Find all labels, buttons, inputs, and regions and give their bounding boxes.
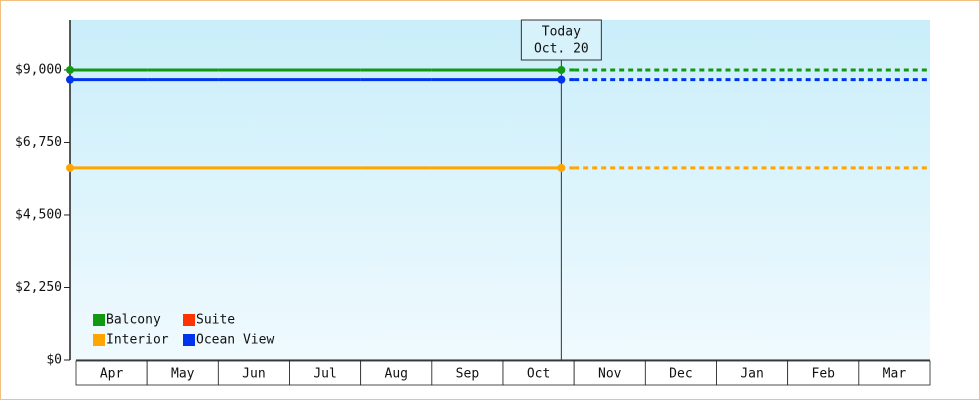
- today-date: Oct. 20: [534, 42, 589, 57]
- legend-label: Ocean View: [196, 333, 274, 348]
- point-marker: [557, 163, 566, 172]
- legend-swatch: [183, 314, 195, 326]
- x-category-cell: [75, 360, 148, 386]
- legend-swatch: [93, 314, 105, 326]
- x-tick-label: Jun: [242, 367, 265, 382]
- point-marker: [557, 75, 566, 84]
- x-tick-label: Oct: [527, 367, 550, 382]
- x-category-cell: [502, 360, 575, 386]
- point-marker: [66, 75, 74, 84]
- legend-swatch: [93, 334, 105, 346]
- x-category-cell: [858, 360, 931, 386]
- x-tick-label: Aug: [385, 367, 408, 382]
- point-marker: [557, 65, 566, 74]
- y-tick-label: $6,750: [15, 135, 62, 150]
- legend-label: Interior: [106, 333, 169, 348]
- today-title: Today: [542, 25, 581, 40]
- x-category-cell: [289, 360, 362, 386]
- x-category-cell: [360, 360, 433, 386]
- x-tick-label: Mar: [883, 367, 907, 382]
- x-category-cell: [146, 360, 219, 386]
- x-category-cell: [644, 360, 717, 386]
- x-tick-label: May: [171, 367, 195, 382]
- x-tick-label: Feb: [812, 367, 836, 382]
- y-tick-label: $2,250: [15, 280, 62, 295]
- x-category-cell: [716, 360, 789, 386]
- x-category-cell: [573, 360, 646, 386]
- today-box: [520, 19, 602, 61]
- x-tick-label: Dec: [669, 367, 692, 382]
- point-marker: [66, 65, 74, 74]
- y-tick-label: $4,500: [15, 207, 62, 222]
- x-tick-label: Apr: [100, 367, 124, 382]
- x-category-cell: [431, 360, 504, 386]
- x-tick-label: Nov: [598, 367, 622, 382]
- point-marker: [66, 163, 74, 172]
- y-tick-label: $0: [46, 353, 62, 368]
- x-category-cell: [217, 360, 290, 386]
- plot-area: [70, 20, 930, 360]
- legend-swatch: [183, 334, 195, 346]
- x-tick-label: Jul: [313, 367, 336, 382]
- x-tick-label: Sep: [456, 367, 480, 382]
- x-tick-label: Jan: [740, 367, 763, 382]
- legend-label: Balcony: [106, 313, 161, 328]
- legend-label: Suite: [196, 313, 235, 328]
- y-tick-label: $9,000: [15, 62, 62, 77]
